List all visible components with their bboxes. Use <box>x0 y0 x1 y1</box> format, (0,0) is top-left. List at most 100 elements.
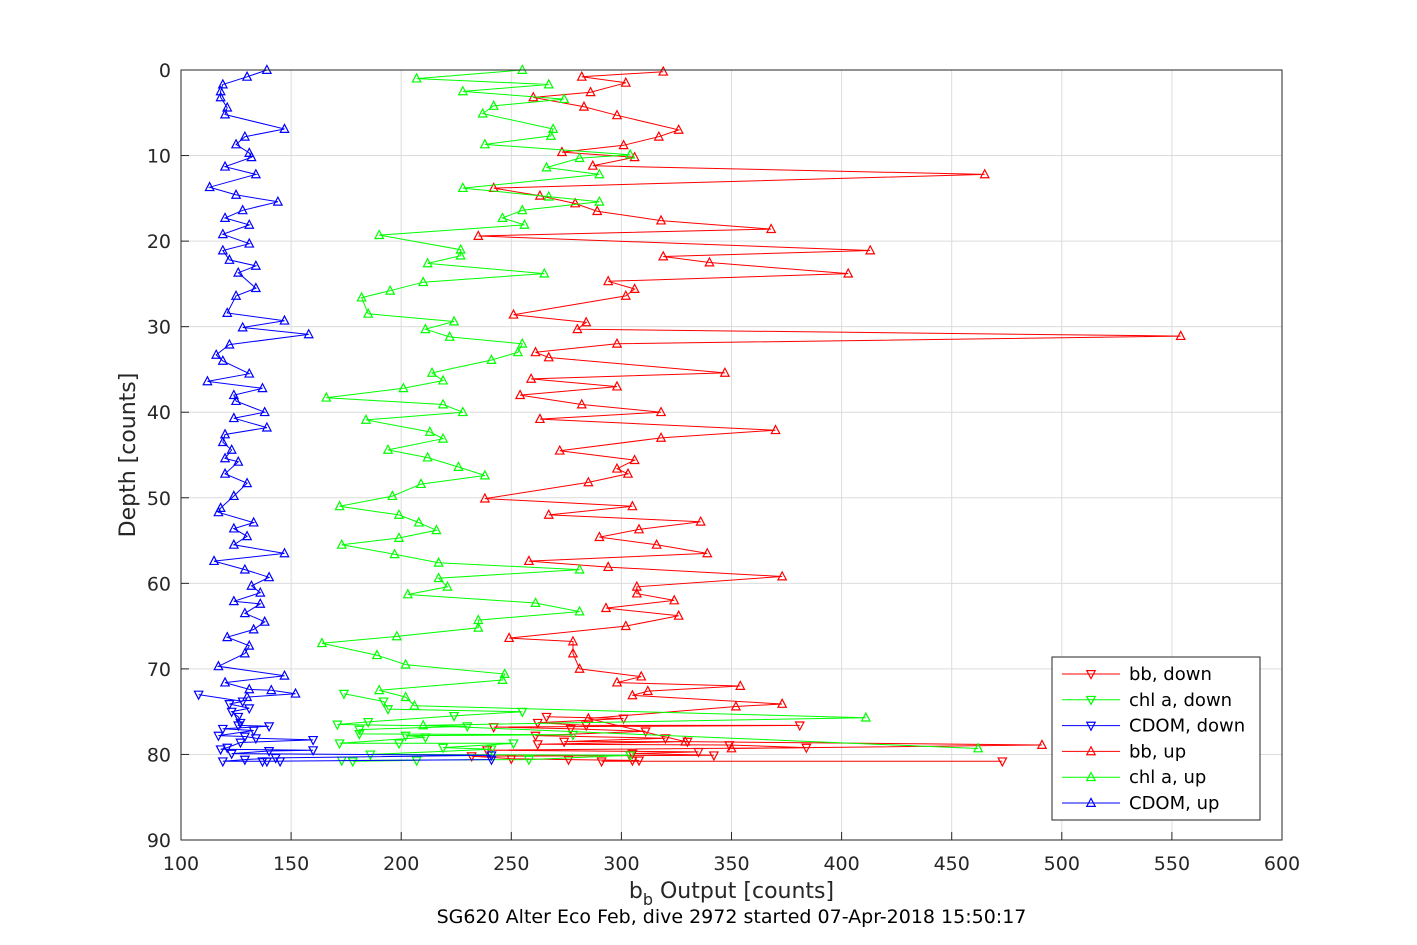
data-point <box>1175 330 1186 341</box>
series-line <box>198 694 492 762</box>
data-point <box>794 721 805 732</box>
series-cdom-down <box>193 690 497 768</box>
x-tick-label: 550 <box>1154 853 1190 875</box>
data-point <box>479 492 491 503</box>
legend-marker <box>1085 670 1097 680</box>
data-point <box>587 159 598 170</box>
data-point <box>669 594 680 605</box>
data-point <box>517 337 528 348</box>
data-point <box>554 444 565 455</box>
data-point <box>228 522 240 533</box>
data-point <box>233 721 244 732</box>
data-point <box>393 508 405 519</box>
legend-entry: chl a, up <box>1062 767 1206 788</box>
legend-entry: chl a, down <box>1062 690 1232 711</box>
data-point <box>382 443 394 454</box>
data-point <box>202 375 213 386</box>
data-point <box>541 161 552 172</box>
data-point <box>316 637 328 648</box>
data-point <box>230 289 242 300</box>
data-point <box>730 700 742 711</box>
data-point <box>230 138 242 149</box>
data-point <box>448 711 460 722</box>
data-point <box>574 563 585 574</box>
series-cdom-up <box>202 64 314 702</box>
data-point <box>235 738 246 749</box>
data-point <box>217 244 229 255</box>
data-point <box>217 354 229 365</box>
chart-caption: SG620 Alter Eco Feb, dive 2972 started 0… <box>437 906 1027 928</box>
data-point <box>704 256 715 267</box>
data-point <box>279 669 290 680</box>
legend-marker <box>1085 771 1097 782</box>
data-point <box>433 572 444 583</box>
data-point <box>477 107 488 118</box>
data-point <box>418 719 429 730</box>
data-point <box>594 195 605 206</box>
data-point <box>517 204 528 215</box>
data-point <box>422 257 433 268</box>
y-tick-label: 30 <box>147 317 171 339</box>
data-point <box>409 699 420 710</box>
data-point <box>594 168 605 179</box>
data-point <box>411 756 422 767</box>
data-point <box>466 752 477 763</box>
data-point <box>437 398 449 409</box>
data-point <box>574 152 585 163</box>
data-point <box>244 639 255 650</box>
data-point <box>512 346 524 357</box>
y-axis-label: Depth [counts] <box>116 373 141 538</box>
legend-label: chl a, up <box>1129 767 1206 788</box>
data-point <box>208 555 220 566</box>
data-point <box>393 739 405 750</box>
data-point <box>279 314 290 325</box>
series-layer <box>193 64 1186 768</box>
x-tick-label: 250 <box>493 853 529 875</box>
data-point <box>569 197 581 208</box>
data-point <box>567 647 579 658</box>
data-point <box>321 391 332 402</box>
data-point <box>244 218 255 229</box>
data-point <box>455 249 466 260</box>
data-point <box>336 538 347 549</box>
data-point <box>239 607 251 618</box>
data-point <box>398 382 409 393</box>
data-point <box>627 749 638 760</box>
data-point <box>307 735 319 746</box>
series-bb-down <box>466 712 1008 768</box>
data-point <box>241 530 253 541</box>
data-point <box>290 687 301 698</box>
data-point <box>444 331 455 341</box>
data-point <box>360 414 372 424</box>
data-point <box>222 307 233 317</box>
data-point <box>433 556 444 567</box>
data-point <box>543 190 554 201</box>
data-point <box>338 689 350 700</box>
data-point <box>611 676 623 687</box>
y-tick-label: 50 <box>147 488 171 510</box>
data-point <box>384 284 396 295</box>
data-point <box>539 267 550 278</box>
legend-marker <box>1085 721 1097 732</box>
data-point <box>622 467 634 478</box>
data-point <box>627 756 638 767</box>
data-point <box>457 85 469 96</box>
series-line <box>321 69 979 749</box>
data-point <box>215 85 226 96</box>
y-tick-label: 90 <box>147 830 171 852</box>
data-point <box>673 609 684 620</box>
data-point <box>389 548 400 559</box>
data-point <box>497 212 508 222</box>
data-point <box>523 555 535 566</box>
data-point <box>530 731 541 742</box>
data-point <box>215 745 226 756</box>
data-point <box>217 228 229 239</box>
data-point <box>272 195 284 206</box>
data-point <box>660 734 671 745</box>
data-point <box>228 538 240 549</box>
data-point <box>532 740 543 751</box>
data-point <box>224 254 235 264</box>
data-point <box>255 597 266 608</box>
data-point <box>437 743 449 754</box>
